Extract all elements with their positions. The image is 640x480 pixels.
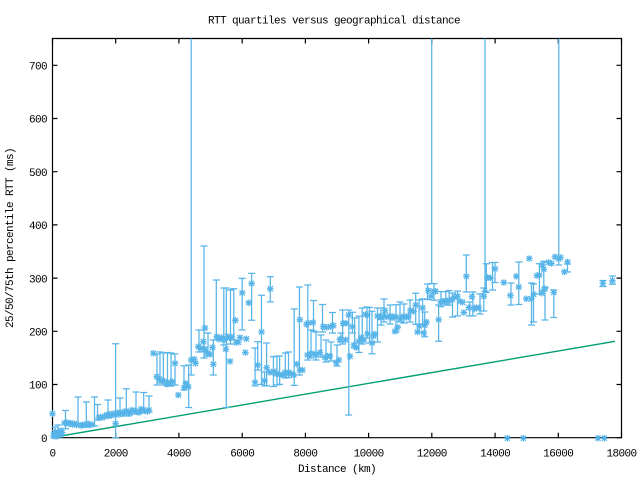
svg-text:25/50/75th percentile RTT (ms): 25/50/75th percentile RTT (ms): [5, 148, 17, 328]
svg-text:RTT quartiles versus geographi: RTT quartiles versus geographical distan…: [208, 16, 460, 28]
svg-text:0: 0: [49, 449, 55, 461]
svg-text:14000: 14000: [480, 449, 510, 461]
svg-text:4000: 4000: [167, 449, 191, 461]
svg-text:12000: 12000: [417, 449, 447, 461]
svg-text:0: 0: [41, 434, 47, 446]
svg-text:16000: 16000: [543, 449, 573, 461]
svg-text:500: 500: [29, 168, 47, 180]
svg-text:Distance (km): Distance (km): [298, 464, 376, 476]
svg-text:8000: 8000: [293, 449, 317, 461]
svg-text:18000: 18000: [606, 449, 636, 461]
svg-text:700: 700: [29, 62, 47, 74]
svg-text:600: 600: [29, 115, 47, 127]
svg-text:100: 100: [29, 381, 47, 393]
svg-text:300: 300: [29, 274, 47, 286]
svg-text:6000: 6000: [230, 449, 254, 461]
svg-text:200: 200: [29, 328, 47, 340]
svg-text:10000: 10000: [354, 449, 384, 461]
svg-text:2000: 2000: [104, 449, 128, 461]
svg-text:400: 400: [29, 221, 47, 233]
